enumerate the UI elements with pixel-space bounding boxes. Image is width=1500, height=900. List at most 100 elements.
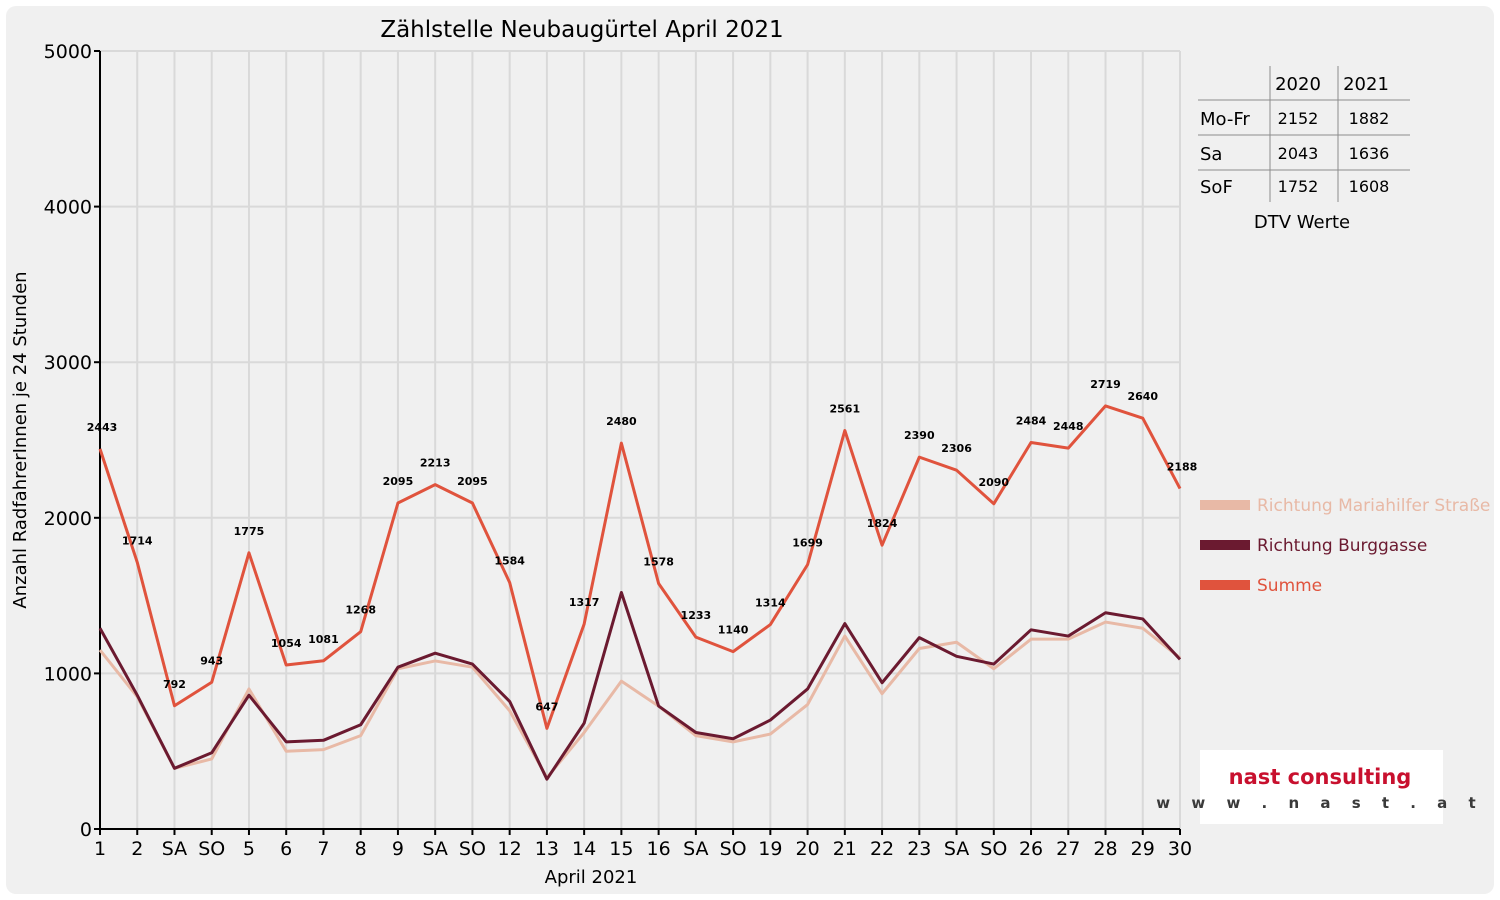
data-label: 2480	[606, 415, 637, 428]
data-label: 792	[163, 678, 186, 691]
data-label: 2484	[1016, 414, 1047, 427]
dtv-cell: 1882	[1349, 109, 1390, 128]
legend-swatch	[1200, 540, 1250, 550]
x-tick-label: SA	[422, 838, 447, 860]
data-label: 2443	[87, 421, 118, 434]
x-tick-label: 29	[1131, 838, 1155, 860]
data-label: 2561	[830, 403, 861, 416]
chart-frame	[6, 6, 1494, 894]
y-tick-label: 4000	[44, 197, 92, 219]
dtv-row-label: Mo-Fr	[1200, 109, 1250, 130]
x-tick-label: 6	[280, 838, 292, 860]
data-label: 1714	[122, 534, 153, 547]
legend-swatch	[1200, 580, 1250, 590]
data-label: 2090	[978, 476, 1009, 489]
legend-label: Richtung Mariahilfer Straße	[1257, 496, 1490, 516]
data-label: 2640	[1127, 390, 1158, 403]
dtv-row-label: Sa	[1200, 144, 1222, 165]
data-label: 1268	[345, 604, 376, 617]
data-label: 943	[200, 654, 223, 667]
data-label: 647	[535, 700, 558, 713]
x-tick-label: 12	[498, 838, 522, 860]
data-label: 1054	[271, 637, 302, 650]
data-label: 2448	[1053, 420, 1084, 433]
x-tick-label: 9	[392, 838, 404, 860]
series-line	[98, 620, 1181, 780]
dtv-cell: 1608	[1349, 177, 1390, 196]
x-tick-label: 26	[1019, 838, 1043, 860]
x-tick-label: SO	[980, 838, 1007, 860]
data-label: 1314	[755, 597, 786, 610]
x-tick-label: 13	[535, 838, 559, 860]
dtv-cell: 1752	[1278, 177, 1319, 196]
chart-title: Zählstelle Neubaugürtel April 2021	[380, 17, 783, 43]
dtv-row-label: SoF	[1200, 177, 1233, 198]
x-tick-label: 27	[1056, 838, 1080, 860]
y-tick-label: 3000	[44, 352, 92, 374]
logo: nast consulting w w w . n a s t . a t	[1156, 750, 1483, 824]
data-label: 1317	[569, 596, 600, 609]
series-lines	[98, 404, 1182, 781]
x-tick-label: 7	[317, 838, 329, 860]
x-tick-label: SO	[720, 838, 747, 860]
x-tick-label: SA	[162, 838, 187, 860]
x-tick-label: 19	[758, 838, 782, 860]
x-tick-label: 22	[870, 838, 894, 860]
data-label: 2306	[941, 442, 972, 455]
data-labels: 2443 1714 792 943 1775 1054 1081 1268 2095 2213 20…	[87, 378, 1198, 713]
x-axis-label: April 2021	[545, 867, 638, 888]
dtv-cell: 2152	[1278, 109, 1319, 128]
y-tick-label: 2000	[44, 508, 92, 530]
legend-swatch	[1200, 500, 1250, 510]
legend-label: Richtung Burggasse	[1257, 536, 1427, 556]
y-axis-label: Anzahl RadfahrerInnen je 24 Stunden	[10, 271, 31, 608]
data-label: 2095	[457, 475, 488, 488]
y-tick-label: 5000	[44, 41, 92, 63]
dtv-header-2020: 2020	[1275, 74, 1321, 95]
x-tick-labels: 1 2 SA SO 5 6 7 8 9 SA SO 12 13 14 15 16 SA SO 19 20 21 22 23 S…	[94, 838, 1192, 860]
data-label: 1775	[234, 525, 265, 538]
logo-url: w w w . n a s t . a t	[1156, 794, 1483, 812]
x-tick-label: 15	[609, 838, 633, 860]
dtv-cell: 2043	[1278, 144, 1319, 163]
series-line	[98, 590, 1182, 781]
x-tick-label: SO	[459, 838, 486, 860]
x-tick-label: 1	[94, 838, 106, 860]
y-tick-label: 1000	[44, 663, 92, 685]
x-tick-label: 2	[131, 838, 143, 860]
x-tick-label: 16	[647, 838, 671, 860]
x-tick-label: 28	[1093, 838, 1117, 860]
x-tick-label: SO	[198, 838, 225, 860]
axes	[94, 50, 1181, 835]
data-label: 2188	[1167, 461, 1198, 474]
data-label: 1140	[718, 624, 749, 637]
data-label: 1578	[643, 555, 674, 568]
dtv-table: 2020 2021 Mo-Fr 2152 1882 Sa 2043 1636 S…	[1198, 66, 1410, 233]
data-label: 2719	[1090, 378, 1121, 391]
data-label: 1081	[308, 633, 339, 646]
y-tick-label: 0	[80, 819, 92, 841]
x-tick-label: 21	[833, 838, 857, 860]
legend-label: Summe	[1257, 576, 1322, 596]
x-tick-label: SA	[683, 838, 708, 860]
data-label: 1584	[494, 555, 525, 568]
dtv-header-2021: 2021	[1343, 74, 1389, 95]
data-label: 2213	[420, 457, 451, 470]
data-label: 2095	[383, 475, 414, 488]
data-label: 1699	[792, 537, 823, 550]
legend: Richtung Mariahilfer Straße Richtung Burg…	[1200, 496, 1490, 596]
data-label: 1233	[681, 609, 712, 622]
x-tick-label: 30	[1168, 838, 1192, 860]
x-tick-label: 23	[907, 838, 931, 860]
data-label: 1824	[867, 517, 898, 530]
x-tick-label: 14	[572, 838, 596, 860]
logo-name: nast consulting	[1229, 765, 1412, 789]
dtv-cell: 1636	[1349, 144, 1390, 163]
x-tick-label: 5	[243, 838, 255, 860]
dtv-caption: DTV Werte	[1254, 212, 1350, 233]
y-tick-labels: 0 1000 2000 3000 4000 5000	[44, 41, 92, 841]
data-label: 2390	[904, 429, 935, 442]
series-line	[98, 404, 1182, 730]
x-tick-label: 8	[355, 838, 367, 860]
